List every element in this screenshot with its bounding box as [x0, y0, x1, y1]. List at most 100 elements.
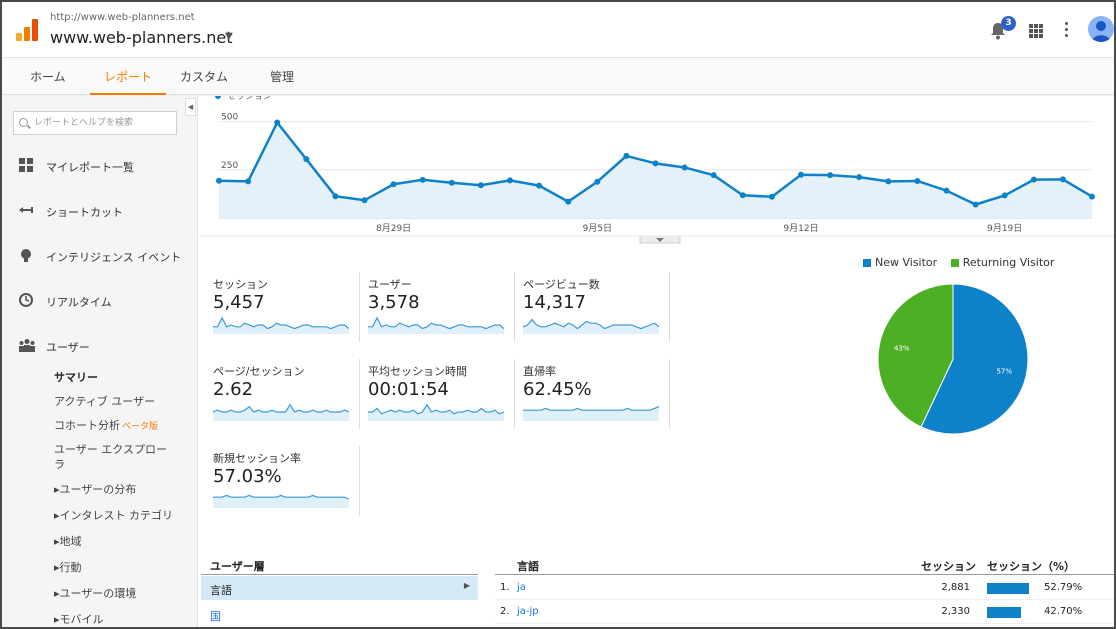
notification-count-badge: 3: [1001, 16, 1016, 31]
sparkline-line: [368, 403, 504, 415]
search-icon: [19, 118, 28, 127]
more-options-icon[interactable]: [1065, 22, 1069, 38]
legend-swatch-new: [863, 259, 871, 267]
dimension-language[interactable]: 言語 ▶: [201, 576, 478, 600]
data-point: [507, 177, 513, 184]
data-point: [477, 182, 484, 189]
sidebar-sub-summary[interactable]: サマリー: [54, 371, 98, 384]
report-search-input[interactable]: レポートとヘルプを検索: [13, 111, 177, 135]
sparkline-line: [213, 403, 349, 413]
row-pct: 52.79%: [1044, 582, 1083, 593]
data-point: [1059, 176, 1066, 183]
metric-bounce-rate[interactable]: 直帰率 62.45%: [509, 355, 659, 435]
sidebar-sub-mobile[interactable]: ▸モバイル: [54, 613, 104, 626]
column-header-sessions[interactable]: セッション: [921, 560, 976, 573]
dimension-country[interactable]: 国: [210, 610, 221, 623]
data-point: [652, 160, 659, 167]
chevron-right-icon: ▶: [463, 581, 470, 590]
row-language-link[interactable]: ja-jp: [517, 606, 539, 617]
row-sessions: 2,330: [941, 606, 970, 617]
account-avatar[interactable]: [1088, 16, 1114, 42]
tab-reports[interactable]: レポート: [90, 68, 167, 95]
pie-label: 43%: [894, 345, 910, 353]
dropdown-caret-icon[interactable]: ▼: [225, 31, 233, 42]
top-header: http://www.web-planners.net www.web-plan…: [2, 2, 1114, 58]
tab-home[interactable]: ホーム: [30, 70, 66, 84]
data-point: [448, 179, 455, 186]
metric-value: 57.03%: [213, 466, 282, 487]
collapse-sidebar-button[interactable]: ◀: [185, 98, 196, 116]
property-selector[interactable]: www.web-planners.net: [50, 28, 233, 47]
sidebar-sub-behavior[interactable]: ▸行動: [54, 561, 82, 574]
people-icon: [18, 338, 35, 354]
metric-value: 00:01:54: [368, 379, 449, 400]
sidebar-item-realtime[interactable]: リアルタイム: [2, 287, 197, 317]
sidebar-item-audience[interactable]: ユーザー: [2, 332, 197, 362]
sidebar-sub-interests[interactable]: ▸インタレスト カテゴリ: [54, 509, 174, 522]
column-header-language[interactable]: 言語: [517, 560, 539, 573]
sidebar-sub-active-users[interactable]: アクティブ ユーザー: [54, 395, 156, 408]
row-pct-bar: [987, 607, 1022, 618]
divider: [359, 272, 360, 342]
data-point: [216, 177, 222, 184]
dimension-label: 言語: [210, 584, 232, 597]
sidebar-item-label: マイレポート一覧: [46, 161, 134, 174]
metric-sparkline: [523, 406, 659, 421]
data-point: [332, 193, 339, 200]
pie-label: 57%: [996, 367, 1012, 375]
sidebar-item-label: インテリジェンス イベント: [46, 251, 182, 264]
y-tick-label: 250: [221, 161, 238, 171]
data-point: [361, 197, 368, 204]
metric-value: 62.45%: [523, 379, 592, 400]
data-point: [623, 152, 630, 159]
table-row: 2. ja-jp 2,330 42.70%: [495, 600, 1114, 624]
data-point: [274, 119, 281, 126]
metric-sparkline: [213, 403, 349, 421]
data-point: [419, 176, 426, 183]
metric-pages-per-session[interactable]: ページ/セッション 2.62: [199, 355, 349, 435]
legend-swatch-returning: [950, 259, 959, 267]
metric-value: 2.62: [213, 379, 254, 400]
sparkline-line: [213, 494, 349, 500]
tab-custom[interactable]: カスタム: [180, 70, 229, 84]
metric-avg-session-duration[interactable]: 平均セッション時間 00:01:54: [354, 355, 504, 435]
chevron-down-icon: [656, 238, 664, 242]
sidebar-sub-cohort[interactable]: コホート分析 ベータ版: [54, 417, 158, 433]
column-header-sessions-pct[interactable]: セッション（%）: [987, 560, 1076, 573]
data-point: [245, 178, 252, 185]
sidebar-sub-geo[interactable]: ▸地域: [54, 535, 82, 548]
sidebar-sub-technology[interactable]: ▸ユーザーの環境: [54, 587, 137, 600]
shortcut-arrow-icon: [18, 203, 34, 219]
metric-new-session-rate[interactable]: 新規セッション率 57.03%: [199, 442, 349, 522]
metric-value: 14,317: [523, 292, 586, 313]
sidebar-sub-user-explorer[interactable]: ユーザー エクスプローラ: [54, 443, 167, 471]
divider: [669, 359, 670, 429]
metric-users[interactable]: ユーザー 3,578: [354, 268, 504, 348]
data-point: [594, 178, 601, 185]
row-language-link[interactable]: ja: [517, 582, 526, 593]
data-point: [1089, 193, 1095, 200]
metric-label: セッション: [213, 278, 268, 291]
data-point: [943, 187, 950, 194]
metric-label: 直帰率: [523, 365, 556, 378]
metric-label: ページ/セッション: [213, 365, 305, 378]
y-tick-label: 500: [221, 113, 238, 123]
analytics-logo-icon[interactable]: [16, 19, 38, 41]
data-point: [885, 178, 892, 185]
metric-pageviews[interactable]: ページビュー数 14,317: [509, 268, 659, 348]
sparkline-line: [523, 406, 659, 411]
row-pct: 42.70%: [1044, 606, 1083, 617]
sidebar-item-shortcuts[interactable]: ショートカット: [2, 197, 197, 227]
metric-label: ページビュー数: [523, 278, 600, 291]
sidebar-sub-demographics[interactable]: ▸ユーザーの分布: [54, 483, 137, 496]
sidebar-item-my-reports[interactable]: マイレポート一覧: [2, 152, 197, 182]
divider: [514, 272, 515, 342]
sessions-area: [219, 122, 1092, 218]
legend-label-returning: Returning Visitor: [962, 256, 1055, 269]
sidebar: レポートとヘルプを検索 マイレポート一覧 ショートカット インテリジェンス イベ…: [2, 96, 198, 627]
sidebar-item-intelligence[interactable]: インテリジェンス イベント: [2, 242, 197, 272]
metric-sessions[interactable]: セッション 5,457: [199, 268, 349, 348]
sparkline-area: [368, 317, 504, 334]
apps-grid-icon[interactable]: [1029, 24, 1043, 38]
tab-admin[interactable]: 管理: [270, 70, 295, 84]
